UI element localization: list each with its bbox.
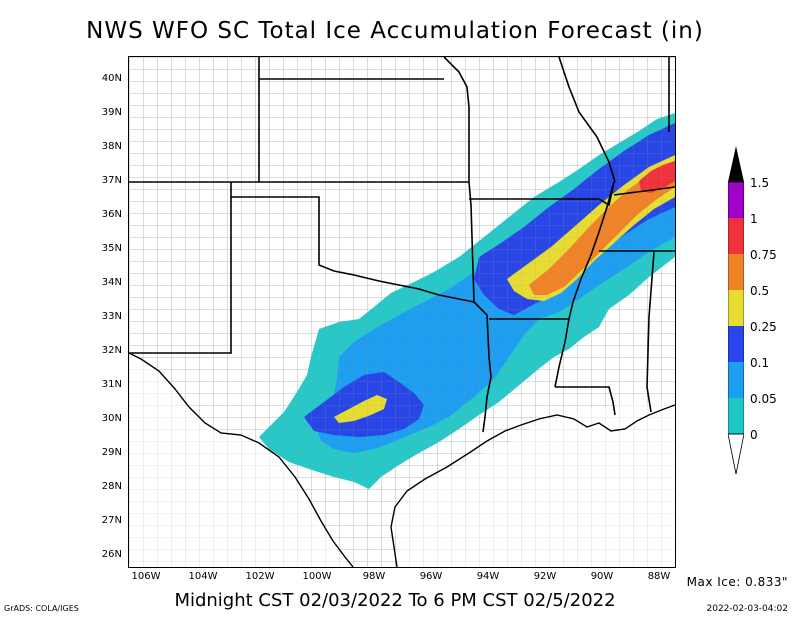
forecast-map (128, 56, 676, 568)
border-tx-nm (129, 197, 232, 354)
legend-swatch-0.1 (728, 362, 744, 398)
lon-label: 102W (245, 571, 275, 582)
border-ok-ar (468, 181, 490, 358)
lat-label: 33N (101, 311, 122, 322)
border-il-mo (558, 57, 616, 183)
legend-swatch-0.25 (728, 326, 744, 362)
lat-label: 26N (101, 549, 122, 560)
lon-label: 90W (590, 571, 614, 582)
legend-swatch-0.05 (728, 398, 744, 434)
credit-text: GrADS: COLA/IGES (4, 604, 79, 613)
timestamp: 2022-02-03-04:02 (706, 604, 789, 614)
texas-coast (390, 424, 522, 567)
border-ks-mo (443, 57, 470, 182)
legend-label: 0.1 (750, 356, 770, 370)
legend-label: 1.5 (750, 176, 770, 190)
legend-swatch-0.5 (728, 290, 744, 326)
lat-label: 34N (101, 277, 122, 288)
legend-label: 0.25 (750, 320, 777, 334)
county-overlay (129, 57, 675, 567)
map-svg (129, 57, 675, 567)
max-ice-readout: Max Ice: 0.833" (686, 575, 788, 589)
map-title: NWS WFO SC Total Ice Accumulation Foreca… (86, 18, 704, 44)
lat-label: 35N (101, 243, 122, 254)
lon-label: 98W (362, 571, 386, 582)
lat-label: 31N (101, 379, 122, 390)
lon-label: 92W (533, 571, 557, 582)
legend-swatch-1 (728, 218, 744, 254)
louisiana-coast (520, 404, 675, 432)
legend-swatch-0.75 (728, 254, 744, 290)
border-ky-tn (613, 186, 675, 196)
legend-swatch-1.5 (728, 182, 744, 218)
valid-period: Midnight CST 02/03/2022 To 6 PM CST 02/5… (174, 590, 616, 611)
lat-label: 32N (101, 345, 122, 356)
lon-label: 94W (476, 571, 500, 582)
legend-top-cap (728, 146, 744, 182)
lon-label: 88W (647, 571, 671, 582)
legend-bottom-cap (728, 433, 744, 475)
coastlines (129, 352, 675, 567)
border-tx-la (482, 356, 492, 433)
legend-label: 0.5 (750, 284, 770, 298)
mississippi-river (554, 181, 615, 388)
lat-label: 37N (101, 175, 122, 186)
state-boundaries (129, 57, 675, 433)
border-la-ms (555, 386, 616, 416)
lon-label: 106W (131, 571, 161, 582)
border-ms-al (646, 251, 655, 413)
legend-label: 0 (750, 428, 758, 442)
border-ok-panhandle (230, 182, 475, 303)
lat-label: 36N (101, 209, 122, 220)
lat-label: 39N (101, 107, 122, 118)
legend-label: 0.05 (750, 392, 777, 406)
legend-label: 1 (750, 212, 758, 226)
lon-label: 100W (302, 571, 332, 582)
lat-label: 28N (101, 481, 122, 492)
legend-label: 0.75 (750, 248, 777, 262)
lat-label: 27N (101, 515, 122, 526)
lon-label: 96W (419, 571, 443, 582)
rio-grande (129, 352, 354, 567)
lat-label: 40N (101, 73, 122, 84)
lon-label: 104W (188, 571, 218, 582)
lat-label: 29N (101, 447, 122, 458)
lat-label: 38N (101, 141, 122, 152)
color-legend-bar (728, 146, 744, 475)
lat-label: 30N (101, 413, 122, 424)
